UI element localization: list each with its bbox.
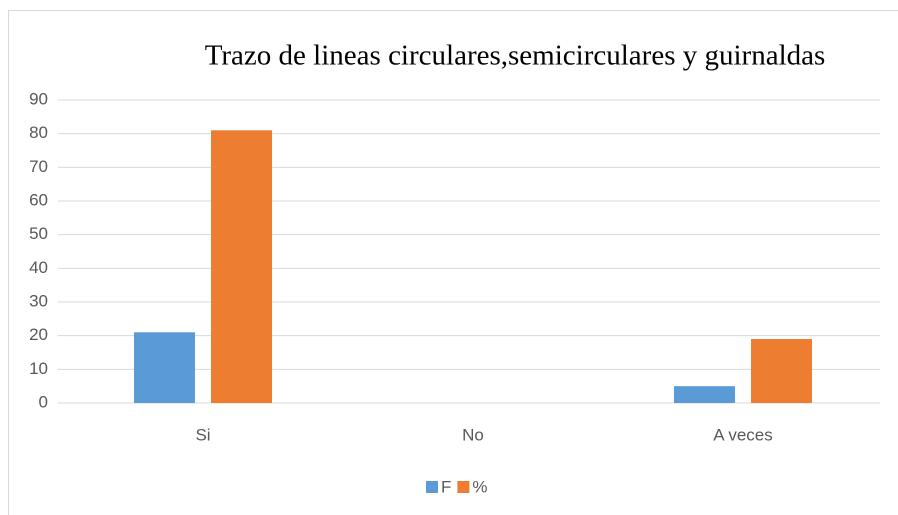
x-tick-label: No [462, 425, 484, 444]
chart-border [8, 10, 898, 515]
bar [211, 130, 272, 404]
chart-title: Trazo de lineas circulares,semicirculare… [205, 40, 826, 72]
y-tick-label: 60 [29, 190, 48, 209]
y-tick-label: 70 [29, 157, 48, 176]
legend-swatch [457, 481, 470, 493]
bar [751, 339, 812, 403]
x-tick-label: A veces [713, 425, 773, 444]
legend-label: F [441, 477, 451, 496]
y-tick-label: 90 [29, 89, 48, 108]
bar [674, 386, 735, 403]
y-tick-label: 10 [29, 359, 48, 378]
y-tick-label: 50 [29, 224, 48, 243]
legend-label: % [472, 477, 487, 496]
y-tick-label: 20 [29, 325, 48, 344]
legend-swatch [426, 481, 438, 493]
x-tick-label: Si [195, 425, 210, 444]
y-tick-label: 30 [29, 291, 48, 310]
y-tick-label: 80 [29, 123, 48, 142]
y-tick-label: 40 [29, 258, 48, 277]
bar [134, 332, 195, 403]
y-tick-label: 0 [39, 392, 48, 411]
